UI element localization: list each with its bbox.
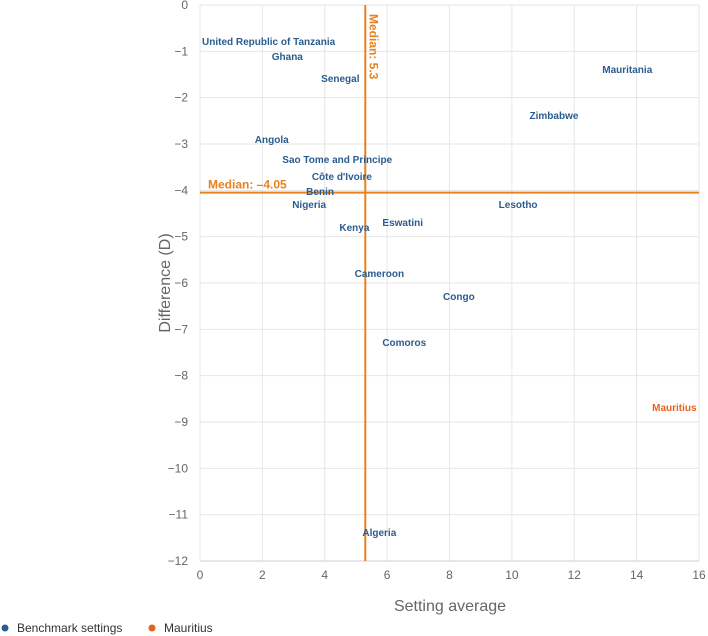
legend-marker-benchmark: [1, 624, 9, 632]
legend-label-mauritius[interactable]: Mauritius: [164, 621, 213, 635]
median-x-label: Median: 5.3: [366, 14, 380, 80]
data-point-label: Mauritius: [652, 403, 697, 414]
data-point-label: Benin: [306, 187, 334, 198]
x-tick-label: 0: [197, 568, 204, 582]
y-tick-label: −9: [174, 415, 188, 429]
data-point-label: Comoros: [382, 338, 426, 349]
data-point-label: Algeria: [362, 528, 396, 539]
x-tick-label: 16: [692, 568, 706, 582]
y-tick-label: −5: [174, 230, 188, 244]
data-point-label: Congo: [443, 292, 475, 303]
data-point-label: Zimbabwe: [530, 111, 579, 122]
data-point-label: Côte d'Ivoire: [312, 172, 373, 183]
grid: [199, 4, 700, 562]
y-tick-label: −6: [174, 276, 188, 290]
data-point-label: Senegal: [321, 74, 360, 85]
data-point-label: Cameroon: [355, 269, 404, 280]
x-tick-label: 14: [630, 568, 644, 582]
data-point-label: Mauritania: [602, 65, 652, 76]
data-point-label: Kenya: [339, 223, 369, 234]
data-point-label: Eswatini: [382, 218, 423, 229]
x-axis-ticks: 0 2 4 6 8 10 12 14 16: [197, 568, 706, 582]
y-tick-label: −4: [174, 183, 188, 197]
x-tick-label: 8: [446, 568, 453, 582]
y-tick-label: −2: [174, 91, 188, 105]
x-axis-title: Setting average: [394, 598, 506, 615]
y-axis-title: Difference (D): [157, 233, 174, 332]
x-tick-label: 4: [321, 568, 328, 582]
data-point-label: Angola: [255, 135, 289, 146]
legend: Benchmark settings Mauritius: [1, 621, 213, 635]
y-tick-label: −1: [174, 44, 188, 58]
y-tick-label: −3: [174, 137, 188, 151]
y-tick-label: −12: [168, 554, 189, 568]
data-point-label: Sao Tome and Principe: [282, 155, 392, 166]
x-tick-label: 2: [259, 568, 266, 582]
legend-label-benchmark[interactable]: Benchmark settings: [17, 621, 122, 635]
y-tick-label: −10: [168, 461, 189, 475]
median-lines: Median: 5.3 Median: –4.05: [200, 5, 699, 561]
median-y-label: Median: –4.05: [208, 178, 287, 192]
y-axis-ticks: 0 −1 −2 −3 −4 −5 −6 −7 −8 −9 −10 −11 −12: [168, 0, 189, 568]
y-tick-label: 0: [181, 0, 188, 12]
y-tick-label: −11: [169, 508, 189, 522]
y-tick-label: −8: [174, 369, 188, 383]
x-tick-label: 10: [505, 568, 519, 582]
data-point-label: Nigeria: [292, 200, 326, 211]
data-point-label: Lesotho: [499, 200, 538, 211]
legend-marker-mauritius: [148, 624, 156, 632]
x-tick-label: 6: [384, 568, 391, 582]
data-labels: United Republic of Tanzania Ghana Senegal M…: [202, 37, 697, 539]
data-point-label: United Republic of Tanzania: [202, 37, 336, 48]
y-tick-label: −7: [174, 322, 188, 336]
data-point-label: Ghana: [272, 52, 304, 63]
x-tick-label: 12: [568, 568, 582, 582]
